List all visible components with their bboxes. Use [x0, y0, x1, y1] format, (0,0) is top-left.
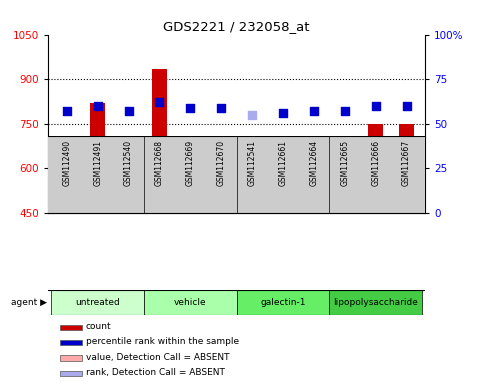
Bar	[51, 290, 144, 315]
Bar	[306, 175, 322, 213]
Bar	[59, 340, 82, 346]
Text: lipopolysaccharide: lipopolysaccharide	[333, 298, 418, 307]
Bar	[399, 124, 414, 213]
Bar	[59, 171, 74, 213]
Bar	[337, 177, 353, 213]
Text: untreated: untreated	[75, 298, 120, 307]
Bar	[368, 124, 384, 213]
Text: GSM112666: GSM112666	[371, 140, 380, 186]
Bar	[244, 204, 260, 213]
Point	[403, 103, 411, 109]
Point	[279, 110, 287, 116]
Bar	[237, 290, 329, 315]
Bar	[152, 69, 167, 213]
Text: GSM112540: GSM112540	[124, 140, 133, 186]
Bar	[121, 179, 136, 213]
Point	[63, 108, 71, 114]
Bar	[59, 371, 82, 376]
Point	[156, 99, 163, 106]
Point	[341, 108, 349, 114]
Text: GSM112670: GSM112670	[217, 140, 226, 186]
Text: galectin-1: galectin-1	[260, 298, 306, 307]
Text: GSM112668: GSM112668	[155, 140, 164, 186]
Text: GSM112667: GSM112667	[402, 140, 411, 186]
Bar	[90, 103, 105, 213]
Bar	[329, 290, 422, 315]
Text: GSM112661: GSM112661	[279, 140, 287, 186]
Text: value, Detection Call = ABSENT: value, Detection Call = ABSENT	[86, 353, 229, 362]
Text: GSM112669: GSM112669	[186, 140, 195, 186]
Bar	[183, 151, 198, 213]
Bar	[144, 290, 237, 315]
Text: GSM112490: GSM112490	[62, 140, 71, 186]
Text: count: count	[86, 322, 112, 331]
Text: GSM112665: GSM112665	[340, 140, 349, 186]
Point	[125, 108, 132, 114]
Bar	[59, 324, 82, 330]
Text: GSM112664: GSM112664	[310, 140, 318, 186]
Bar	[275, 210, 291, 213]
Point	[186, 105, 194, 111]
Title: GDS2221 / 232058_at: GDS2221 / 232058_at	[163, 20, 310, 33]
Bar	[59, 355, 82, 361]
Text: rank, Detection Call = ABSENT: rank, Detection Call = ABSENT	[86, 368, 225, 377]
Text: vehicle: vehicle	[174, 298, 207, 307]
Point	[94, 103, 101, 109]
Point	[372, 103, 380, 109]
Text: agent ▶: agent ▶	[11, 298, 47, 307]
Text: GSM112491: GSM112491	[93, 140, 102, 186]
Bar	[213, 162, 229, 213]
Text: percentile rank within the sample: percentile rank within the sample	[86, 337, 239, 346]
Point	[248, 112, 256, 118]
Text: GSM112541: GSM112541	[248, 140, 256, 186]
Point	[310, 108, 318, 114]
Point	[217, 105, 225, 111]
